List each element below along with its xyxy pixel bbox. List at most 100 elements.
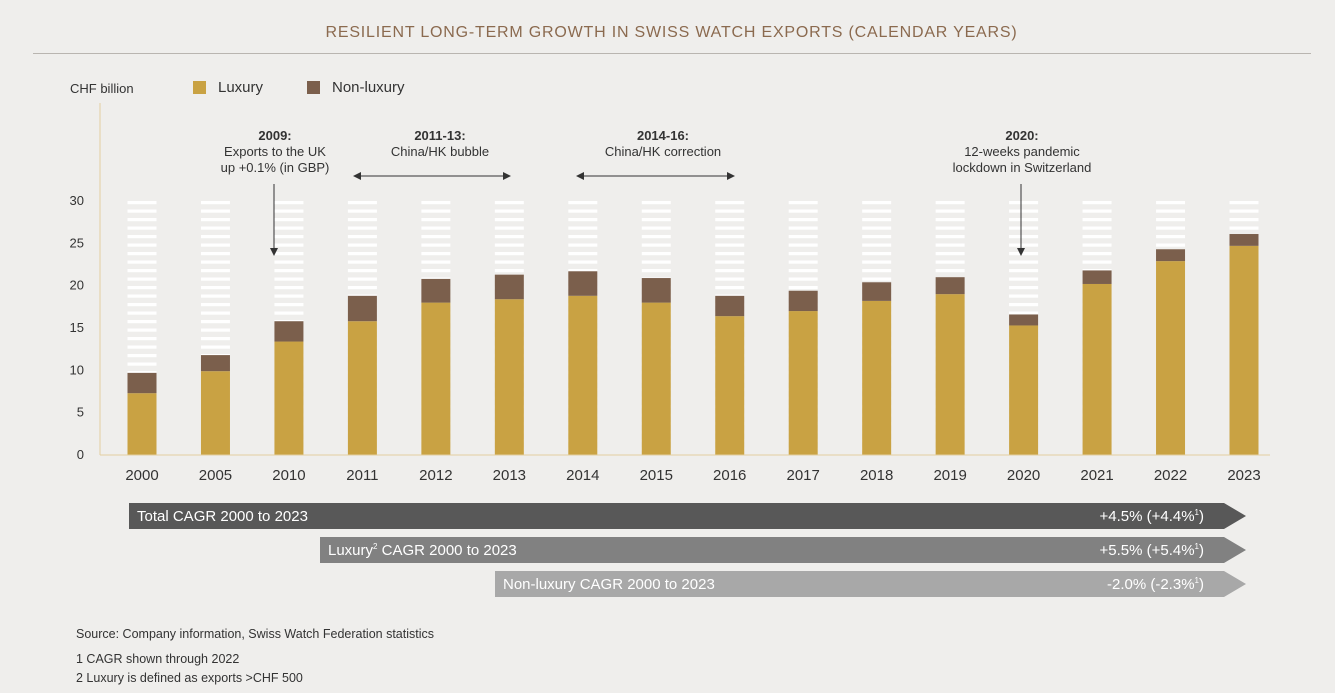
dash-segment — [568, 209, 598, 213]
dash-segment — [1009, 294, 1039, 298]
bar-nonluxury-2015 — [641, 278, 671, 303]
x-tick-label-2000: 2000 — [125, 467, 158, 484]
x-tick-label-2021: 2021 — [1080, 467, 1113, 484]
cagr-total-value: +4.5% (+4.4% — [1099, 507, 1195, 525]
bar-luxury-2018 — [862, 300, 892, 455]
annotation-2014-16: 2014-16: China/HK correction — [583, 128, 743, 160]
dash-segment — [274, 235, 304, 239]
annotation-2014-16-line1: China/HK correction — [604, 144, 722, 159]
annotation-2020-line2: lockdown in Switzerland — [952, 160, 1092, 175]
dash-segment — [127, 260, 157, 264]
dash-segment — [641, 218, 671, 222]
dash-segment — [274, 260, 304, 264]
bar-luxury-2012 — [421, 302, 451, 455]
dash-segment — [200, 345, 230, 349]
dash-segment — [274, 303, 304, 307]
dash-segment — [421, 226, 451, 230]
dash-segment — [641, 235, 671, 239]
dash-segment — [935, 243, 965, 247]
dash-segment — [641, 243, 671, 247]
dash-segment — [127, 252, 157, 256]
cagr-luxury-label-a: Luxury — [328, 541, 374, 559]
bar-nonluxury-2019 — [935, 277, 965, 295]
dash-segment — [494, 269, 524, 273]
x-tick-label-2013: 2013 — [493, 467, 526, 484]
dash-segment — [274, 218, 304, 222]
dash-segment — [568, 252, 598, 256]
dash-segment — [715, 209, 745, 213]
y-tick-label-10: 10 — [70, 362, 84, 377]
dash-segment — [788, 286, 818, 290]
dash-segment — [127, 286, 157, 290]
dash-segment — [127, 320, 157, 324]
annotation-2009-line1: Exports to the UK — [224, 144, 326, 159]
bar-luxury-2005 — [200, 371, 230, 455]
dash-segment — [200, 286, 230, 290]
bar-nonluxury-2023 — [1229, 234, 1259, 246]
dash-segment — [1082, 260, 1112, 264]
dash-segment — [862, 209, 892, 213]
dash-segment — [788, 260, 818, 264]
dash-segment — [494, 260, 524, 264]
cagr-total-label: Total CAGR 2000 to 2023 — [137, 507, 308, 525]
dash-segment — [200, 277, 230, 281]
cagr-nonluxury-footnote-mark: 1 — [1194, 575, 1199, 585]
annotation-2014-16-heading: 2014-16: — [636, 128, 690, 143]
dash-segment — [200, 337, 230, 341]
dash-segment — [494, 218, 524, 222]
dash-segment — [274, 277, 304, 281]
dash-segment — [862, 243, 892, 247]
dash-segment — [1082, 235, 1112, 239]
cagr-nonluxury-value-group: -2.0% (-2.3%1) — [1107, 576, 1204, 593]
x-tick-label-2020: 2020 — [1007, 467, 1040, 484]
dash-segment — [274, 201, 304, 205]
y-tick-label-20: 20 — [70, 278, 84, 293]
cagr-nonluxury-bar: Non-luxury CAGR 2000 to 2023 -2.0% (-2.3… — [495, 571, 1246, 597]
cagr-total-close: ) — [1199, 507, 1204, 525]
dash-segment — [715, 260, 745, 264]
dash-segment — [1082, 226, 1112, 230]
bars-layer — [127, 234, 1259, 455]
dash-segment — [127, 328, 157, 332]
dash-segment — [494, 252, 524, 256]
dash-segment — [568, 235, 598, 239]
bar-luxury-2023 — [1229, 245, 1259, 455]
dash-segment — [715, 235, 745, 239]
dash-segment — [494, 235, 524, 239]
dash-segment — [274, 252, 304, 256]
dash-segment — [1009, 226, 1039, 230]
dash-segment — [200, 201, 230, 205]
dash-segment — [347, 252, 377, 256]
dash-segment — [1229, 218, 1259, 222]
dash-segment — [274, 311, 304, 315]
dash-segment — [788, 277, 818, 281]
dash-segment — [862, 226, 892, 230]
dash-segment — [1082, 209, 1112, 213]
dash-segment — [862, 260, 892, 264]
dash-segment — [421, 243, 451, 247]
dash-segment — [862, 235, 892, 239]
x-tick-label-2015: 2015 — [640, 467, 673, 484]
dash-segment — [715, 201, 745, 205]
dash-segment — [1229, 226, 1259, 230]
dash-segment — [127, 354, 157, 358]
dash-segment — [127, 226, 157, 230]
dash-segment — [568, 218, 598, 222]
annotation-2011-13-heading: 2011-13: — [414, 128, 466, 143]
source-note: Source: Company information, Swiss Watch… — [76, 627, 435, 641]
dash-segment — [200, 269, 230, 273]
dash-segment — [568, 226, 598, 230]
bar-nonluxury-2000 — [127, 372, 157, 394]
legend-label-nonluxury: Non-luxury — [332, 79, 405, 96]
y-tick-label-15: 15 — [70, 320, 84, 335]
bar-nonluxury-2011 — [347, 295, 377, 322]
cagr-luxury-value: +5.5% (+5.4% — [1099, 541, 1195, 559]
bar-nonluxury-2017 — [788, 290, 818, 312]
dash-segment — [641, 252, 671, 256]
dash-segment — [641, 201, 671, 205]
bar-luxury-2022 — [1156, 261, 1186, 455]
dash-segment — [862, 252, 892, 256]
dash-segment — [200, 209, 230, 213]
bar-luxury-2020 — [1009, 325, 1039, 455]
x-tick-label-2016: 2016 — [713, 467, 746, 484]
